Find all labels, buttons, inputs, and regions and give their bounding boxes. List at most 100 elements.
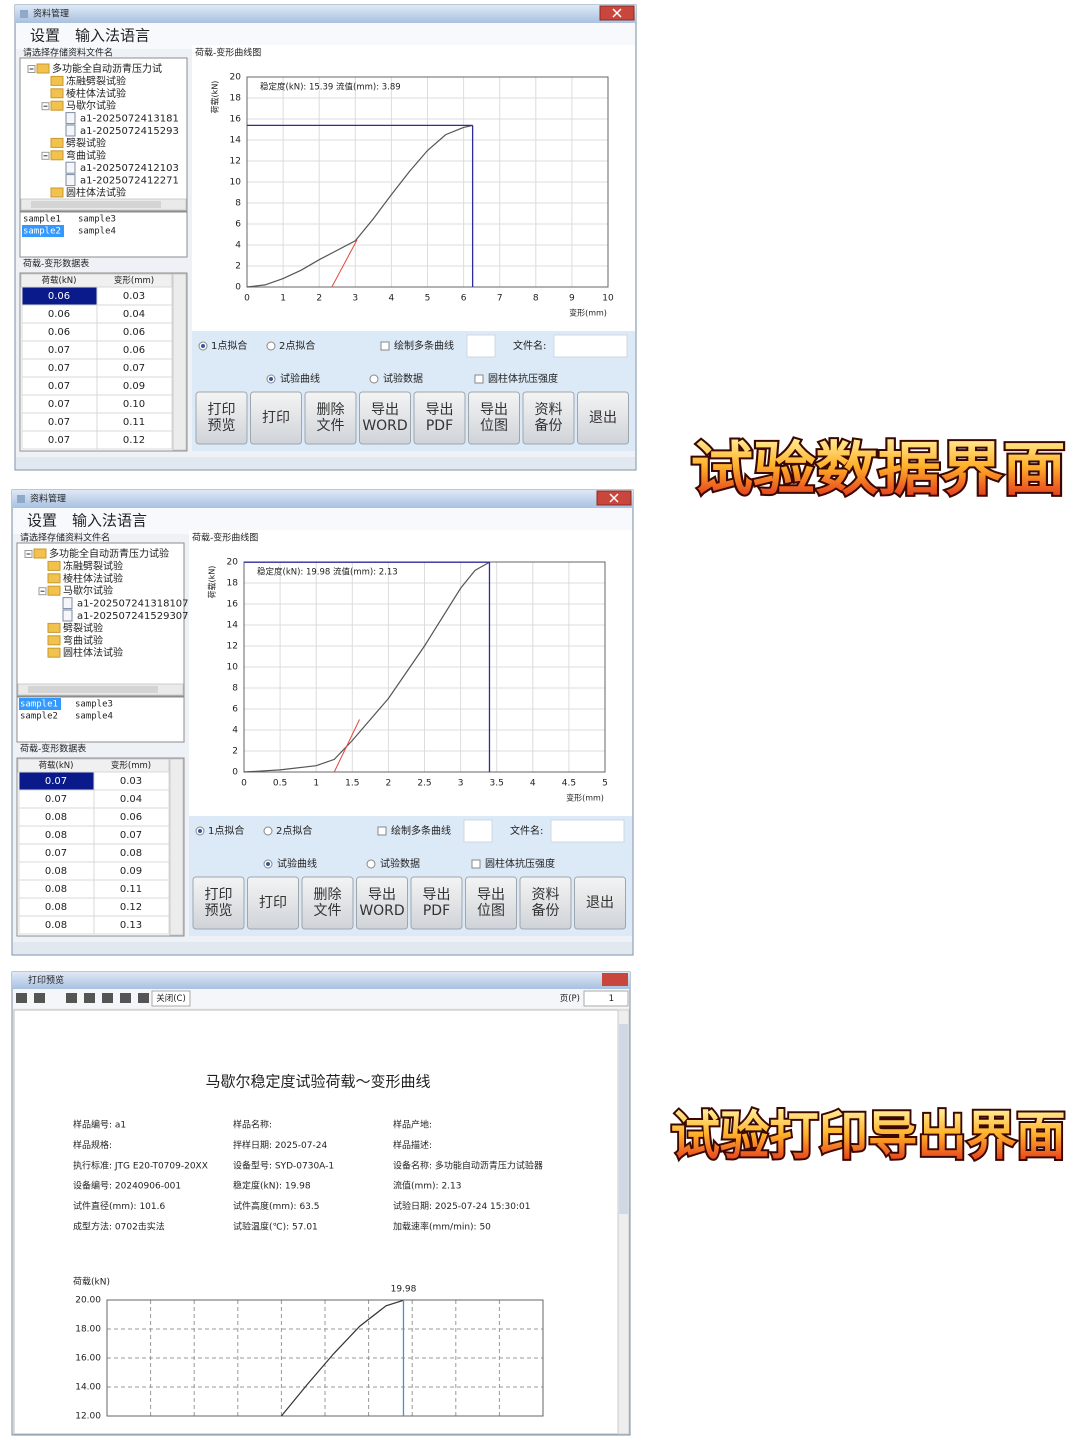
y-tick-label: 12 [227,642,238,652]
radio[interactable] [263,826,273,836]
action-button[interactable] [410,876,463,930]
checkbox[interactable] [471,859,481,869]
action-button[interactable] [522,391,575,445]
action-button[interactable] [413,391,466,445]
action-button[interactable] [192,876,245,930]
radio-dot [198,829,202,833]
table-cell [93,915,170,935]
y-tick-label: 20 [230,73,242,83]
tree-node[interactable]: 多功能全自动沥青压力试验 [49,547,169,560]
checkbox[interactable] [377,826,387,836]
text-input[interactable] [466,334,496,358]
tree-node[interactable]: 圆柱体法试验 [63,646,123,659]
x-axis-label: 变形(mm) [569,308,607,318]
text-input[interactable] [553,334,628,358]
tree-node[interactable]: 棱柱体法试验 [66,87,126,100]
action-button[interactable] [250,391,302,445]
folder-icon [36,63,50,74]
action-button[interactable] [356,876,408,930]
toolbar-icon[interactable] [84,993,95,1003]
y-tick-label: 2 [235,262,241,272]
tree-node[interactable]: 圆柱体法试验 [66,186,126,199]
table-cell-text: 0.09 [120,866,142,877]
tree-node[interactable]: a1-2025072415293 [80,126,179,137]
toolbar-icon[interactable] [34,993,45,1003]
tree-node[interactable]: 冻融劈裂试验 [63,559,123,572]
y-tick-label: 16 [227,600,239,610]
checkbox[interactable] [474,374,484,384]
tree-scroll-thumb [31,201,161,208]
sample-item[interactable]: sample4 [75,712,113,722]
tree-node[interactable]: 弯曲试验 [63,634,103,647]
radio[interactable] [266,341,276,351]
y-tick-label: 10 [227,663,239,673]
radio[interactable] [369,374,379,384]
table-cell-text: 0.07 [48,345,70,356]
tree-node[interactable]: 劈裂试验 [63,621,103,634]
sample-selection [22,225,64,237]
sample-item[interactable]: sample1 [23,215,61,225]
action-button[interactable] [301,876,354,930]
tree-node[interactable]: 棱柱体法试验 [63,572,123,585]
page-input[interactable] [583,990,629,1007]
toolbar-icon[interactable] [138,993,149,1003]
action-button[interactable] [519,876,572,930]
tangent-line [333,719,360,773]
text-input[interactable] [463,819,493,843]
toolbar-icon[interactable] [16,993,27,1003]
radio[interactable] [366,859,376,869]
text-input[interactable] [550,819,625,843]
table-cell-text: 0.08 [45,920,67,931]
sample-item[interactable]: sample2 [20,712,58,722]
chart-panel [189,530,632,816]
toolbar-icon[interactable] [120,993,131,1003]
sample-item[interactable]: sample3 [78,215,116,225]
y-tick-label: 4 [232,726,238,736]
tree-node[interactable]: 马歇尔试验 [63,584,113,597]
tree-node[interactable]: 马歇尔试验 [66,99,116,112]
action-button[interactable] [304,391,357,445]
tree-node[interactable]: a1-202507241529307 [77,611,189,622]
folder-icon [47,622,61,633]
action-button[interactable] [359,391,411,445]
tree-node[interactable]: 多功能全自动沥青压力试 [52,62,162,75]
sample-item[interactable]: sample3 [75,700,113,710]
tree-node[interactable]: a1-202507241318107 [77,599,189,610]
document-field: 流值(mm): 2.13 [393,1180,462,1192]
close-button[interactable] [602,973,628,986]
tree-node[interactable]: a1-2025072412103 [80,163,179,174]
toolbar-icon[interactable] [102,993,113,1003]
action-button[interactable] [195,391,248,445]
action-button[interactable] [577,391,629,445]
tree-node[interactable]: a1-2025072412271 [80,176,179,187]
sample-item[interactable]: sample4 [78,227,116,237]
action-button[interactable] [247,876,299,930]
document-field: 试验日期: 2025-07-24 15:30:01 [393,1200,530,1212]
tree-node[interactable]: 劈裂试验 [66,136,106,149]
action-button[interactable] [574,876,626,930]
button-label: 位图 [480,418,508,434]
window-title: 资料管理 [30,493,66,505]
close-preview-button[interactable] [151,990,191,1007]
action-button[interactable] [465,876,517,930]
checkbox[interactable] [380,341,390,351]
table-scrollbar [172,273,187,451]
folder-icon [47,647,61,658]
toolbar-icon[interactable] [66,993,77,1003]
menu-item[interactable]: 输入法语言 [72,512,147,530]
sample-item[interactable]: sample1 [20,700,58,710]
y-tick-label: 16 [230,115,242,125]
x-tick-label: 1 [313,779,319,789]
status-bar [16,457,635,469]
menu-item[interactable]: 设置 [30,27,60,45]
tree-scroll-thumb [28,686,158,693]
tree-node[interactable]: a1-2025072413181 [80,114,179,125]
sample-item[interactable]: sample2 [23,227,61,237]
tree-node[interactable]: 弯曲试验 [66,149,106,162]
menu-item[interactable]: 设置 [27,512,57,530]
tree-node[interactable]: 冻融劈裂试验 [66,74,126,87]
y-tick-label: 14.00 [75,1383,101,1393]
y-tick-label: 0 [232,768,238,778]
menu-item[interactable]: 输入法语言 [75,27,150,45]
action-button[interactable] [468,391,520,445]
